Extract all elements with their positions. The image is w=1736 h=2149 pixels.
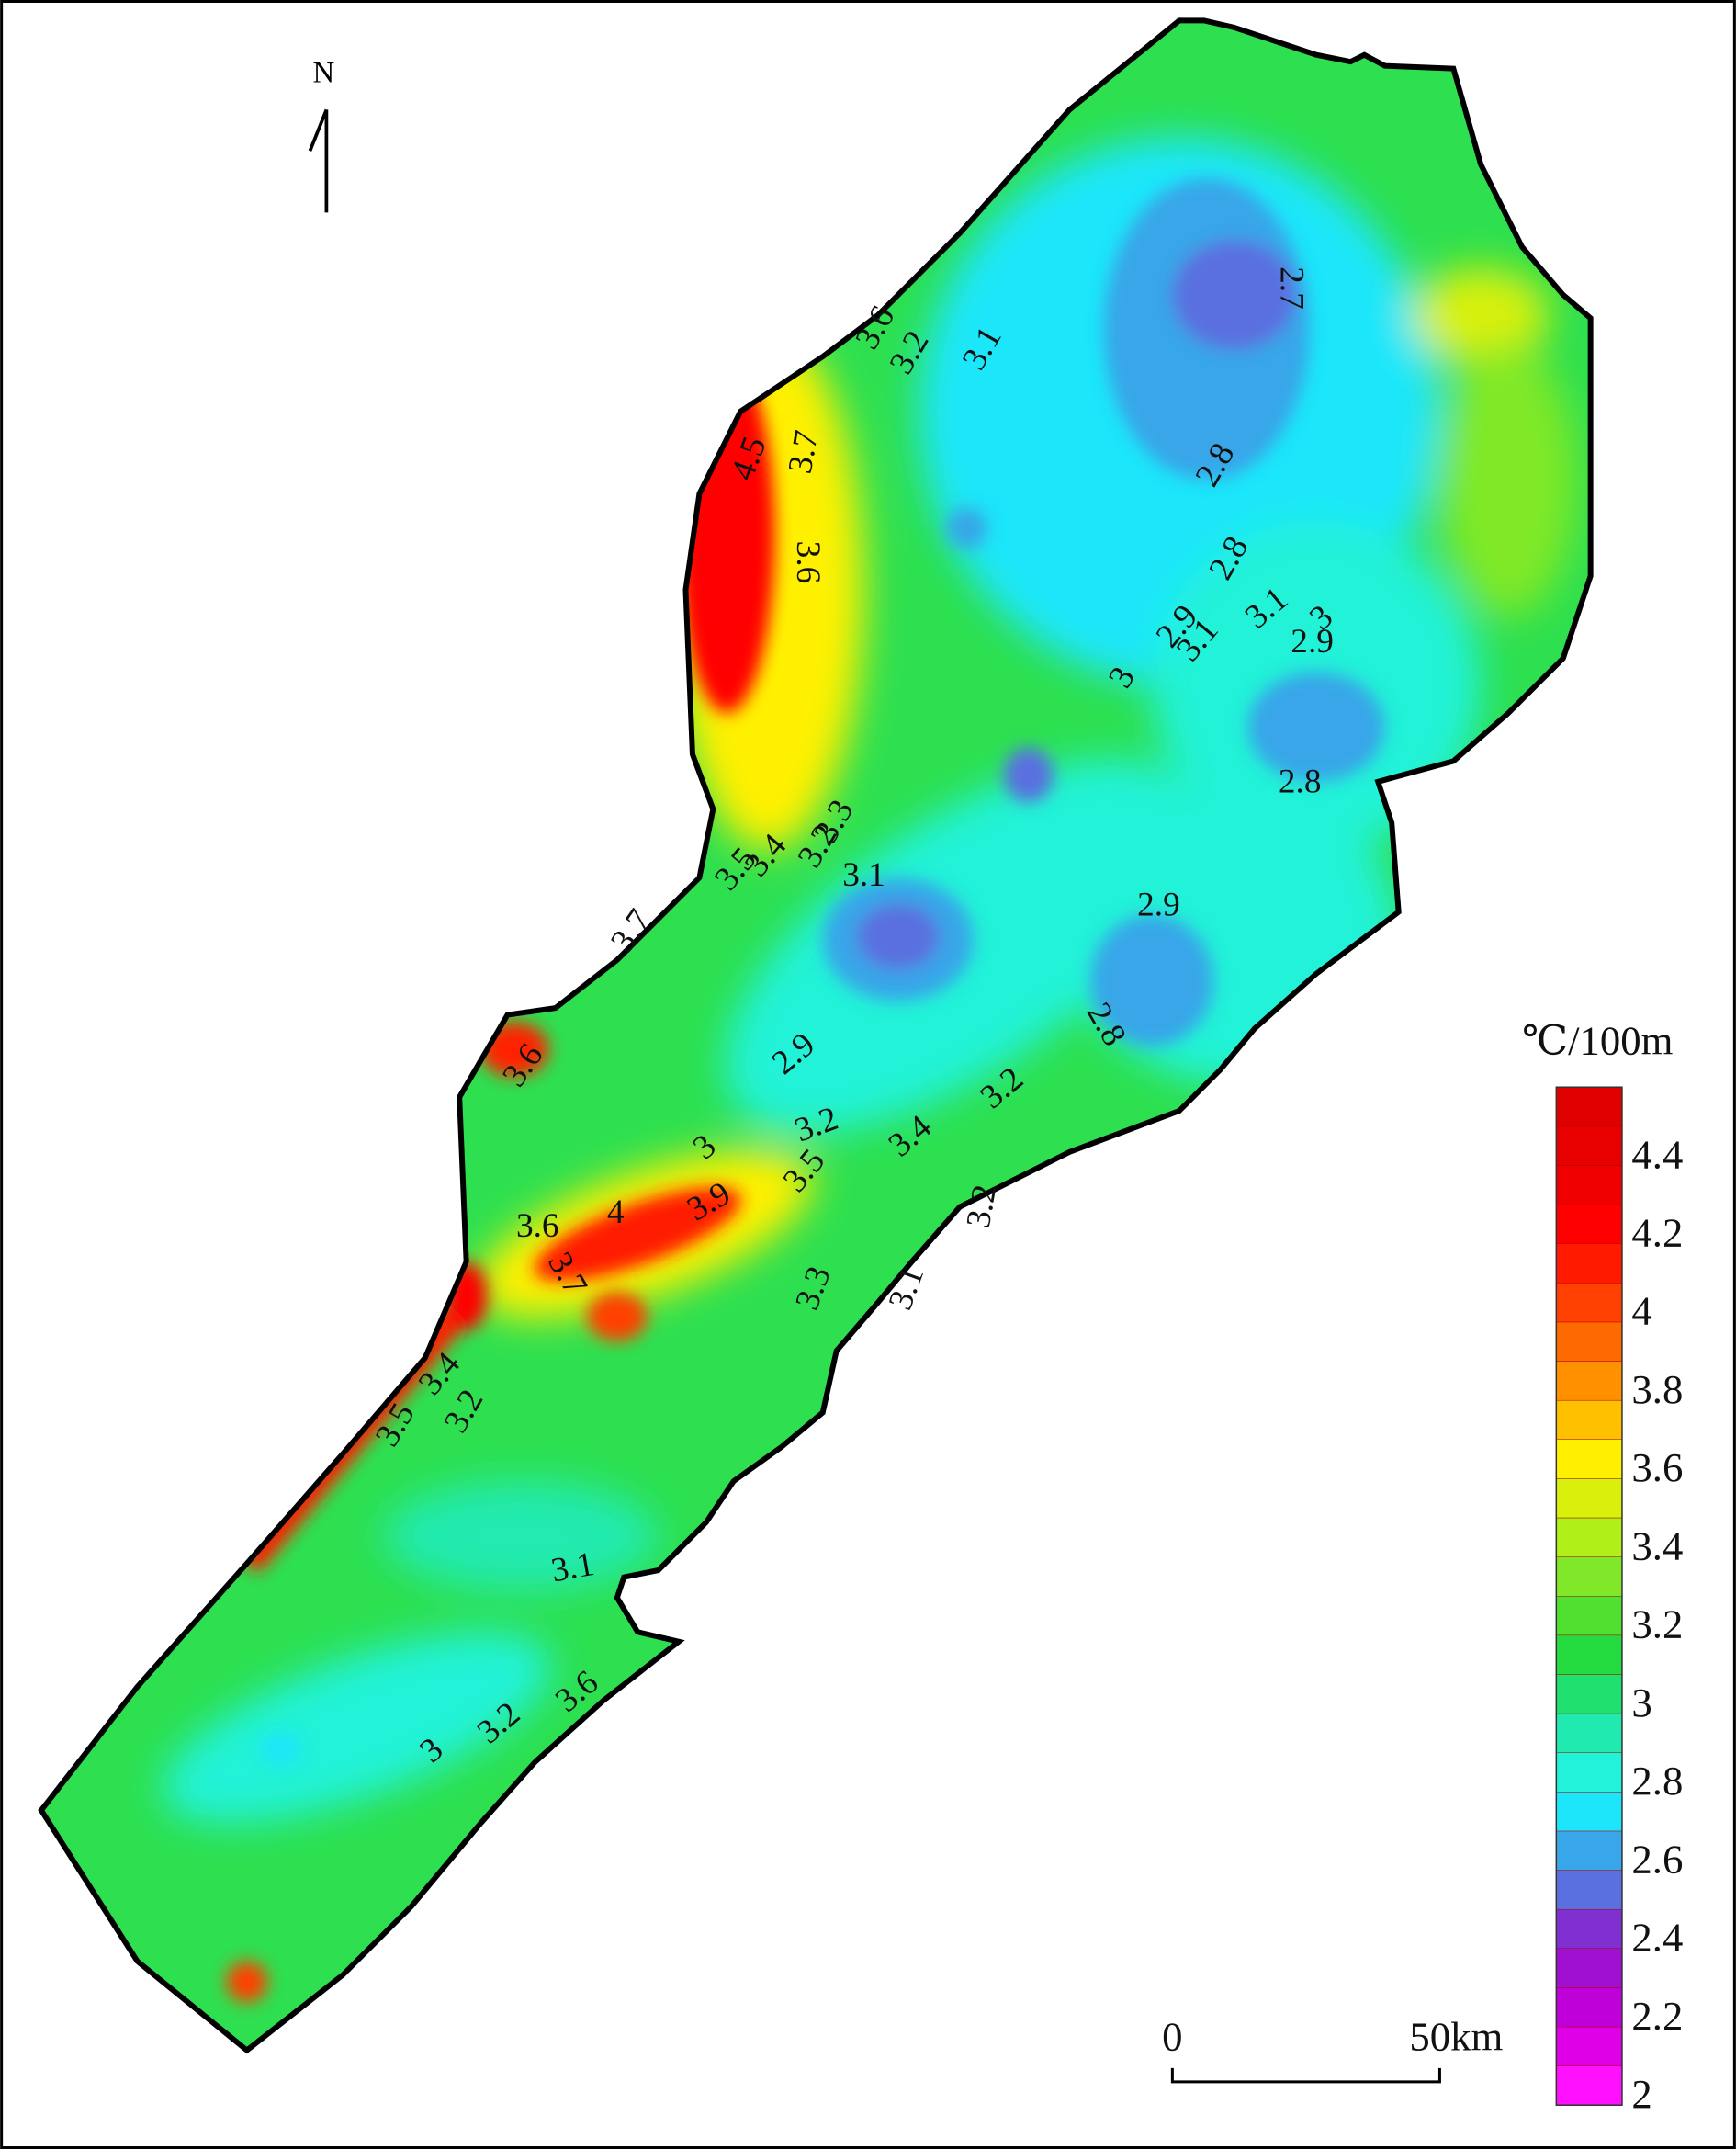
legend-swatch (1556, 1087, 1623, 1127)
north-arrow (308, 108, 329, 213)
legend-swatch (1556, 1987, 1623, 2028)
legend-title: ℃/100m (1522, 1018, 1674, 1064)
contour-label: 2.9 (1291, 623, 1334, 661)
legend-swatch (1556, 1361, 1623, 1401)
contour-label: 3.7 (782, 428, 826, 477)
legend-swatch (1556, 1634, 1623, 1675)
legend-swatch (1556, 1596, 1623, 1636)
legend-swatch (1556, 1948, 1623, 1988)
north-label: N (313, 57, 335, 90)
contour-label: 2.8 (1279, 763, 1322, 800)
contour-label: 2.9 (1137, 887, 1180, 924)
legend-swatch (1556, 1204, 1623, 1244)
scale-end: 50km (1409, 2013, 1503, 2059)
contour-label: 3.2 (960, 1182, 1004, 1231)
legend-swatch (1556, 1908, 1623, 1949)
legend-swatch (1556, 1713, 1623, 1753)
legend-swatch (1556, 2065, 1623, 2106)
legend: ℃/100m 2 2.2 2.4 2.6 2.8 3 3.2 3.4 3.6 3.8 4 4.2 4.4 (1522, 1018, 1683, 2117)
legend-swatch (1556, 1556, 1623, 1597)
legend-swatch (1556, 1752, 1623, 1793)
legend-swatch (1556, 1243, 1623, 1284)
legend-swatch (1556, 1165, 1623, 1205)
legend-tick-label: 3.4 (1631, 1522, 1683, 1568)
legend-swatch (1556, 1399, 1623, 1440)
legend-swatch (1556, 1674, 1623, 1714)
legend-tick-label: 2.6 (1631, 1836, 1683, 1882)
legend-tick-label: 4 (1631, 1288, 1651, 1334)
legend-tick-label: 3 (1631, 1680, 1651, 1725)
contour-label: 2.7 (1273, 266, 1311, 310)
legend-swatch (1556, 1830, 1623, 1871)
legend-swatch (1556, 1792, 1623, 1832)
legend-swatch (1556, 1870, 1623, 1910)
contour-label: 4 (607, 1193, 625, 1231)
scale-bar (1170, 2067, 1441, 2084)
legend-tick-label: 3.6 (1631, 1444, 1683, 1490)
contour-label: 3.6 (789, 541, 827, 584)
legend-swatch (1556, 1321, 1623, 1362)
legend-tick-label: 2.2 (1631, 1993, 1683, 2039)
legend-tick-label: 2.8 (1631, 1758, 1683, 1804)
contour-label: 3.1 (842, 856, 885, 894)
contour-label: 3.6 (516, 1207, 559, 1245)
legend-swatch (1556, 2026, 1623, 2066)
legend-tick-label: 2 (1631, 2071, 1651, 2117)
legend-box (1555, 1086, 1623, 2106)
legend-swatch (1556, 1439, 1623, 1479)
legend-tick-label: 3.2 (1631, 1601, 1683, 1647)
scale-start: 0 (1162, 2013, 1182, 2059)
legend-tick-label: 4.4 (1631, 1131, 1683, 1177)
legend-swatch (1556, 1125, 1623, 1166)
legend-tick-label: 3.8 (1631, 1366, 1683, 1412)
legend-swatch (1556, 1517, 1623, 1557)
contour-label: 3.1 (548, 1545, 597, 1589)
legend-swatch (1556, 1283, 1623, 1323)
legend-tick-label: 4.2 (1631, 1210, 1683, 1256)
legend-swatch (1556, 1478, 1623, 1519)
legend-tick-label: 2.4 (1631, 1915, 1683, 1961)
